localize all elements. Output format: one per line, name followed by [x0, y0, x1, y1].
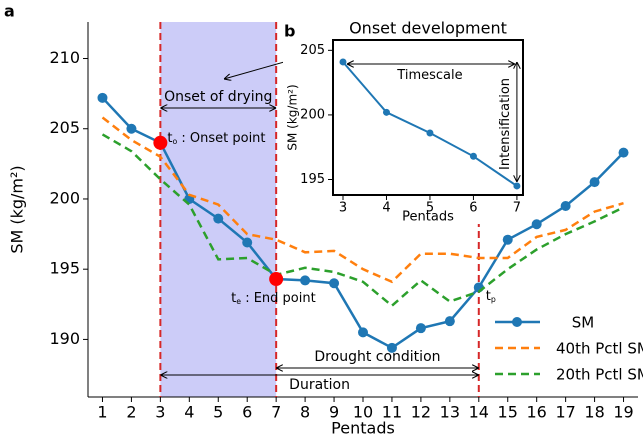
annotation: Drought condition [314, 349, 440, 365]
x-tick-label: 2 [126, 403, 136, 422]
y-axis-label: SM (kg/m²) [286, 84, 300, 150]
x-tick-label: 6 [469, 201, 477, 216]
x-tick-label: 8 [300, 403, 310, 422]
annotation: Timescale [396, 68, 462, 83]
data-point [426, 129, 434, 137]
annotation: te : End point [231, 291, 316, 307]
annotation-text: t [231, 291, 236, 306]
highlight-point [269, 272, 284, 287]
series-line [101, 133, 625, 308]
y-tick-label: 205 [49, 118, 80, 137]
x-tick-label: 16 [527, 403, 547, 422]
y-tick-label: 200 [300, 107, 325, 122]
data-point [589, 177, 600, 188]
data-point [618, 147, 629, 158]
y-tick-label: 195 [49, 259, 80, 278]
annotation-text: t [167, 131, 172, 146]
legend-label: 40th Pctl SM [556, 340, 643, 358]
data-point [97, 92, 108, 103]
x-tick-label: 14 [469, 403, 489, 422]
annotation-suffix: : Onset point [177, 131, 265, 146]
panel-label: b [284, 22, 295, 41]
y-tick-label: 190 [49, 329, 80, 348]
annotation: to : Onset point [167, 131, 265, 147]
annotation: Duration [289, 377, 350, 393]
x-tick-label: 10 [353, 403, 373, 422]
shaded-span [160, 22, 277, 397]
annotation-text: Onset of drying [164, 89, 272, 105]
data-point [358, 327, 368, 338]
x-tick-label: 15 [498, 403, 518, 422]
x-tick-label: 9 [329, 403, 339, 422]
annotation-sub: o [172, 137, 177, 146]
x-tick-label: 1 [97, 403, 107, 422]
inset-background [283, 16, 528, 224]
annotation-text: Drought condition [314, 349, 440, 365]
data-point [560, 200, 571, 211]
data-point [242, 237, 253, 248]
data-point [339, 58, 347, 66]
x-tick-label: 5 [426, 201, 434, 216]
panel-label: a [4, 2, 15, 21]
annotation: Intensification [497, 78, 512, 170]
x-tick-label: 19 [613, 403, 633, 422]
inset-title: Onset development [349, 19, 507, 38]
data-point [126, 123, 137, 134]
highlight-point [153, 135, 168, 150]
annotation-text: Duration [289, 377, 350, 393]
data-point [531, 219, 542, 230]
y-axis-label: SM (kg/m²) [8, 165, 27, 253]
data-point [213, 213, 224, 224]
data-point [382, 108, 390, 116]
x-tick-label: 7 [513, 201, 521, 216]
legend-marker [512, 317, 522, 327]
data-point [444, 316, 455, 327]
annotation-suffix: : End point [241, 291, 316, 306]
data-point [329, 278, 340, 289]
data-point [469, 152, 477, 160]
y-tick-label: 195 [300, 172, 325, 187]
x-tick-label: 6 [242, 403, 252, 422]
annotation-sub: p [491, 295, 496, 304]
data-point [502, 234, 513, 245]
y-tick-label: 200 [49, 188, 80, 207]
axes-frame [332, 39, 524, 196]
x-tick-label: 18 [584, 403, 604, 422]
x-tick-label: 13 [440, 403, 460, 422]
x-tick-label: 3 [339, 201, 347, 216]
x-tick-label: 3 [155, 403, 165, 422]
x-tick-label: 12 [411, 403, 431, 422]
y-tick-label: 210 [49, 48, 80, 67]
annotation-text: Intensification [497, 78, 512, 170]
x-axis-label: Pentads [402, 210, 454, 225]
x-tick-label: 4 [184, 403, 194, 422]
x-tick-label: 11 [382, 403, 402, 422]
data-point [386, 342, 397, 353]
annotation-sub: e [236, 297, 241, 306]
x-tick-label: 17 [555, 403, 575, 422]
annotation-text: t [486, 289, 491, 304]
annotation: tp [486, 289, 496, 305]
x-tick-label: 7 [271, 403, 281, 422]
data-point [300, 275, 311, 286]
data-point [415, 323, 426, 334]
x-tick-label: 4 [382, 201, 390, 216]
annotation: Onset of drying [164, 89, 272, 105]
x-axis-label: Pentads [331, 419, 395, 437]
x-tick-label: 5 [213, 403, 223, 422]
data-point [513, 182, 521, 190]
annotation-text: Timescale [396, 68, 462, 83]
y-tick-label: 205 [300, 43, 325, 58]
legend-label: SM [572, 314, 594, 332]
legend-label: 20th Pctl SM [556, 366, 643, 384]
series-line [101, 116, 624, 284]
